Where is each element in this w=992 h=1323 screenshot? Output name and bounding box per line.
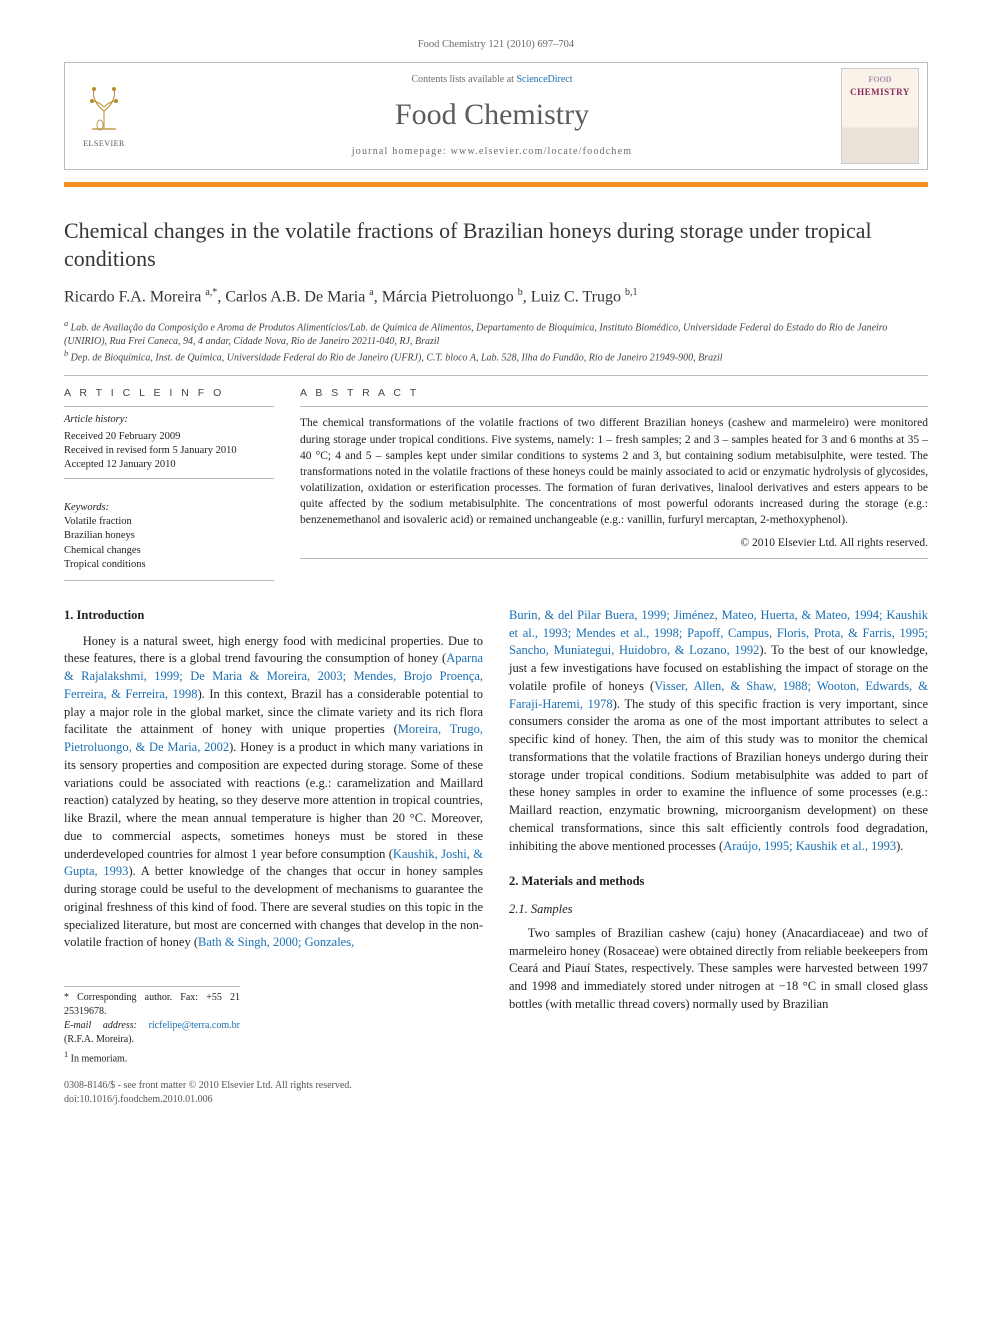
journal-cover-thumbnail: FOOD CHEMISTRY (841, 68, 919, 164)
contents-list-line: Contents lists available at ScienceDirec… (147, 73, 837, 87)
affiliation-b: b Dep. de Bioquímica, Inst. de Química, … (64, 348, 928, 365)
sciencedirect-link[interactable]: ScienceDirect (516, 74, 572, 85)
article-title: Chemical changes in the volatile fractio… (64, 217, 928, 272)
citation-link[interactable]: Araújo, 1995; Kaushik et al., 1993 (723, 839, 896, 853)
abstract-copyright: © 2010 Elsevier Ltd. All rights reserved… (300, 534, 928, 559)
history-line: Received in revised form 5 January 2010 (64, 444, 274, 458)
cover-word-1: FOOD (868, 75, 891, 86)
intro-continuation: Burin, & del Pilar Buera, 1999; Jiménez,… (509, 607, 928, 856)
intro-paragraph: Honey is a natural sweet, high energy fo… (64, 633, 483, 953)
article-history-block: Article history: Received 20 February 20… (64, 406, 274, 479)
affiliations: a Lab. de Avaliação da Composição e Arom… (64, 318, 928, 365)
email-line: E-mail address: ricfelipe@terra.com.br (… (64, 1019, 240, 1047)
front-matter-line: 0308-8146/$ - see front matter © 2010 El… (64, 1079, 483, 1093)
contents-prefix: Contents lists available at (411, 74, 516, 85)
text-run: Honey is a natural sweet, high energy fo… (64, 634, 483, 666)
article-history-label: Article history: (64, 413, 274, 427)
history-line: Accepted 12 January 2010 (64, 458, 274, 472)
abstract-heading: A B S T R A C T (300, 386, 928, 400)
article-info-column: A R T I C L E I N F O Article history: R… (64, 376, 274, 581)
article-info-heading: A R T I C L E I N F O (64, 386, 274, 400)
history-line: Received 20 February 2009 (64, 430, 274, 444)
homepage-url: www.elsevier.com/locate/foodchem (451, 146, 633, 157)
cover-word-2: CHEMISTRY (850, 86, 910, 98)
section-heading-intro: 1. Introduction (64, 607, 483, 625)
author-list: Ricardo F.A. Moreira a,*, Carlos A.B. De… (64, 286, 928, 308)
samples-paragraph: Two samples of Brazilian cashew (caju) h… (509, 925, 928, 1014)
in-memoriam-note: 1 In memoriam. (64, 1049, 240, 1066)
body-column-right: Burin, & del Pilar Buera, 1999; Jiménez,… (509, 607, 928, 1107)
keyword: Volatile fraction (64, 515, 274, 529)
elsevier-tree-icon (82, 83, 126, 135)
citation-link[interactable]: Bath & Singh, 2000; Gonzales, (198, 935, 354, 949)
keyword: Chemical changes (64, 544, 274, 558)
homepage-prefix: journal homepage: (352, 146, 451, 157)
footnotes-block: * Corresponding author. Fax: +55 21 2531… (64, 986, 240, 1066)
corresponding-author-note: * Corresponding author. Fax: +55 21 2531… (64, 991, 240, 1019)
page-footer: 0308-8146/$ - see front matter © 2010 El… (64, 1079, 483, 1107)
keywords-label: Keywords: (64, 501, 274, 515)
masthead-center: Contents lists available at ScienceDirec… (143, 67, 841, 165)
masthead: ELSEVIER Contents lists available at Sci… (64, 62, 928, 170)
text-run: ). (896, 839, 903, 853)
affiliation-a: a Lab. de Avaliação da Composição e Arom… (64, 318, 928, 348)
keyword: Brazilian honeys (64, 529, 274, 543)
page-container: Food Chemistry 121 (2010) 697–704 (0, 0, 992, 1137)
affiliation-b-text: Dep. de Bioquímica, Inst. de Química, Un… (71, 353, 723, 364)
email-label: E-mail address: (64, 1020, 149, 1031)
affiliation-a-text: Lab. de Avaliação da Composição e Aroma … (64, 322, 887, 347)
text-run: ). The study of this specific fraction i… (509, 697, 928, 853)
abstract-body: The chemical transformations of the vola… (300, 406, 928, 534)
subsection-heading-samples: 2.1. Samples (509, 901, 928, 919)
info-abstract-row: A R T I C L E I N F O Article history: R… (64, 376, 928, 581)
body-two-columns: 1. Introduction Honey is a natural sweet… (64, 607, 928, 1107)
body-column-left: 1. Introduction Honey is a natural sweet… (64, 607, 483, 1107)
email-link[interactable]: ricfelipe@terra.com.br (149, 1020, 240, 1031)
publisher-name: ELSEVIER (83, 139, 125, 150)
note1-text: In memoriam. (71, 1054, 128, 1065)
journal-title: Food Chemistry (147, 95, 837, 136)
doi-line: doi:10.1016/j.foodchem.2010.01.006 (64, 1093, 483, 1107)
text-run: ). Honey is a product in which many vari… (64, 740, 483, 861)
section-heading-methods: 2. Materials and methods (509, 873, 928, 891)
email-tail: (R.F.A. Moreira). (64, 1034, 134, 1045)
keyword: Tropical conditions (64, 558, 274, 572)
running-head: Food Chemistry 121 (2010) 697–704 (64, 38, 928, 52)
abstract-column: A B S T R A C T The chemical transformat… (300, 376, 928, 581)
orange-divider-bar (64, 182, 928, 187)
publisher-logo: ELSEVIER (65, 63, 143, 169)
keywords-block: Keywords: Volatile fraction Brazilian ho… (64, 493, 274, 581)
journal-homepage-line: journal homepage: www.elsevier.com/locat… (147, 145, 837, 159)
